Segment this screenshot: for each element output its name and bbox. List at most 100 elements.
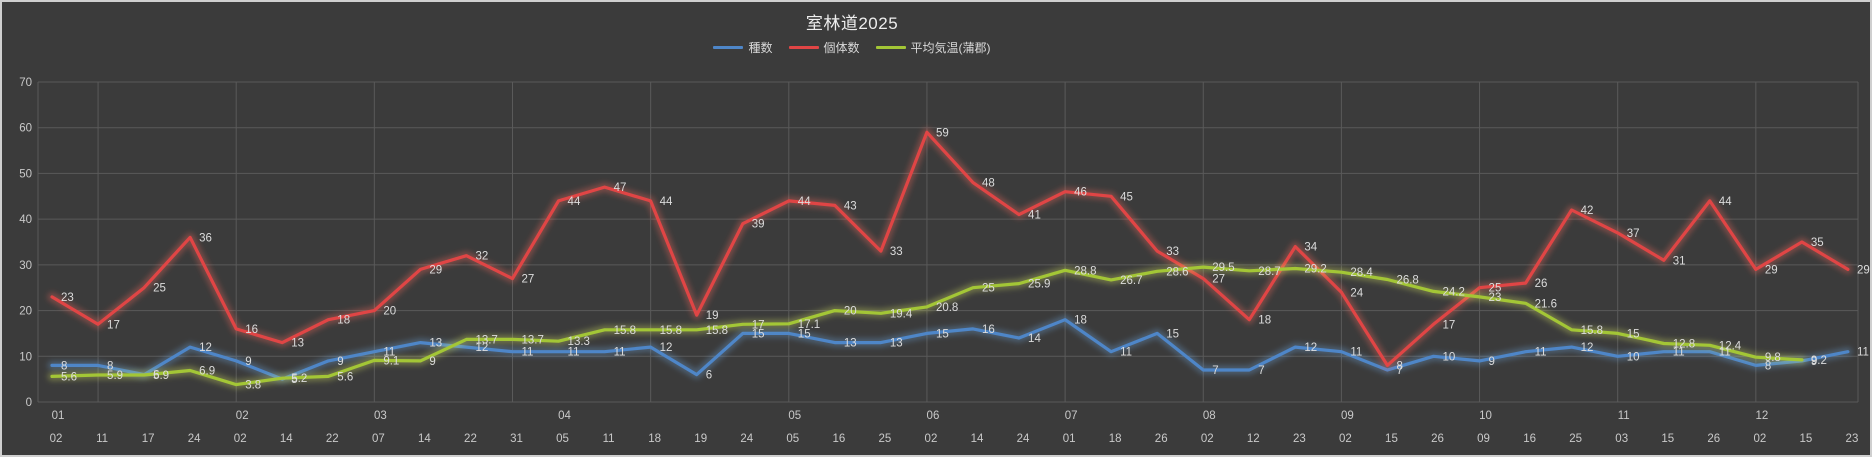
x-axis-month-label: 08: [1203, 410, 1216, 422]
data-label-種数: 11: [383, 347, 395, 359]
data-label-個体数: 34: [1304, 242, 1317, 254]
x-axis-month-label: 04: [558, 410, 571, 422]
legend-label-species: 種数: [748, 41, 773, 55]
chart-title: 室林道2025: [805, 14, 899, 33]
x-axis-month-label: 05: [788, 410, 801, 422]
x-axis-day-label: 26: [1431, 433, 1444, 445]
x-axis-day-label: 02: [925, 433, 938, 445]
legend-item-species[interactable]: 種数: [713, 39, 773, 56]
data-label-個体数: 18: [1258, 315, 1271, 327]
data-label-個体数: 13: [291, 338, 304, 350]
x-axis-day-label: 02: [1201, 433, 1214, 445]
legend-item-individuals[interactable]: 個体数: [788, 39, 860, 56]
data-label-平均気温(蒲郡): 15.8: [706, 325, 728, 337]
data-label-個体数: 19: [706, 310, 719, 322]
x-axis-day-label: 07: [372, 433, 385, 445]
x-axis-day-label: 01: [1063, 433, 1076, 445]
x-axis-day-label: 26: [1707, 433, 1720, 445]
series-line-0[interactable]: [50, 318, 1850, 381]
x-axis-day-label: 24: [740, 433, 753, 445]
data-label-個体数: 45: [1120, 191, 1133, 203]
data-label-種数: 8: [61, 360, 67, 372]
data-label-個体数: 44: [798, 196, 811, 208]
x-axis-day-label: 15: [1661, 433, 1674, 445]
y-axis-tick-60: 60: [19, 123, 32, 135]
data-label-平均気温(蒲郡): 9.8: [1765, 352, 1781, 364]
data-label-平均気温(蒲郡): 9.1: [383, 355, 399, 367]
data-label-平均気温(蒲郡): 23: [1489, 292, 1502, 304]
data-label-種数: 11: [1120, 347, 1132, 359]
y-axis-tick-20: 20: [19, 306, 32, 318]
data-label-個体数: 32: [475, 251, 488, 263]
data-label-平均気温(蒲郡): 5.6: [61, 371, 77, 383]
data-label-種数: 6: [153, 370, 159, 382]
data-label-種数: 11: [1350, 347, 1362, 359]
chart-legend: 種数 個体数 平均気温(蒲郡): [2, 39, 1702, 56]
data-label-種数: 8: [1765, 360, 1771, 372]
data-label-種数: 12: [199, 342, 212, 354]
data-label-平均気温(蒲郡): 26.8: [1396, 274, 1418, 286]
data-label-個体数: 29: [429, 264, 442, 276]
x-axis-day-label: 15: [1385, 433, 1398, 445]
data-label-個体数: 37: [1627, 228, 1640, 240]
data-label-種数: 13: [429, 338, 442, 350]
x-axis-day-label: 02: [1753, 433, 1766, 445]
data-label-平均気温(蒲郡): 13.3: [568, 336, 590, 348]
data-label-平均気温(蒲郡): 25.9: [1028, 279, 1050, 291]
data-label-種数: 6: [706, 370, 712, 382]
x-axis-day-label: 02: [234, 433, 247, 445]
data-label-種数: 15: [1166, 328, 1179, 340]
series-line-2[interactable]: [50, 265, 1804, 387]
x-axis-month-label: 12: [1755, 410, 1768, 422]
legend-item-avg-temp[interactable]: 平均気温(蒲郡): [875, 39, 991, 56]
data-label-平均気温(蒲郡): 15.8: [614, 325, 636, 337]
data-label-種数: 15: [752, 328, 765, 340]
x-axis-day-label: 11: [603, 433, 615, 445]
data-label-平均気温(蒲郡): 28.6: [1166, 266, 1188, 278]
data-label-平均気温(蒲郡): 25: [982, 283, 995, 295]
data-label-個体数: 44: [568, 196, 581, 208]
data-label-平均気温(蒲郡): 13.7: [475, 334, 497, 346]
data-label-個体数: 44: [1719, 196, 1732, 208]
data-label-個体数: 16: [245, 324, 258, 336]
data-label-平均気温(蒲郡): 13.7: [522, 334, 544, 346]
x-axis-day-label: 02: [1339, 433, 1352, 445]
data-label-平均気温(蒲郡): 9.2: [1811, 355, 1827, 367]
data-label-個体数: 48: [982, 178, 995, 190]
data-label-種数: 7: [1396, 365, 1402, 377]
x-axis-month-label: 11: [1618, 410, 1630, 422]
series-line-1[interactable]: [50, 130, 1850, 367]
data-label-個体数: 39: [752, 219, 765, 231]
data-label-個体数: 47: [614, 182, 627, 194]
data-label-平均気温(蒲郡): 19.4: [890, 308, 913, 320]
data-label-個体数: 44: [660, 196, 673, 208]
legend-label-avg-temp: 平均気温(蒲郡): [910, 41, 991, 55]
legend-line-swatch-species-icon: [713, 46, 744, 49]
x-axis-month-label: 10: [1479, 410, 1492, 422]
data-label-平均気温(蒲郡): 5.9: [153, 370, 169, 382]
x-axis-day-label: 23: [1846, 433, 1859, 445]
x-axis-day-label: 12: [1247, 433, 1260, 445]
data-label-個体数: 41: [1028, 210, 1041, 222]
data-label-平均気温(蒲郡): 29.5: [1212, 262, 1234, 274]
data-label-平均気温(蒲郡): 3.8: [245, 380, 261, 392]
data-label-個体数: 27: [522, 274, 535, 286]
data-label-種数: 18: [1074, 315, 1087, 327]
x-axis-day-label: 05: [786, 433, 799, 445]
x-axis-day-label: 17: [142, 433, 155, 445]
data-label-平均気温(蒲郡): 20: [844, 306, 857, 318]
x-axis-day-label: 14: [971, 433, 984, 445]
data-label-個体数: 26: [1535, 278, 1548, 290]
data-label-個体数: 23: [61, 292, 74, 304]
data-label-種数: 11: [1535, 347, 1547, 359]
x-axis-day-label: 03: [1615, 433, 1628, 445]
data-label-種数: 12: [1304, 342, 1317, 354]
data-label-種数: 11: [1719, 347, 1731, 359]
data-label-個体数: 33: [890, 246, 903, 258]
data-label-種数: 9: [337, 356, 343, 368]
data-label-平均気温(蒲郡): 15.8: [1581, 325, 1603, 337]
data-label-種数: 16: [982, 324, 995, 336]
data-label-平均気温(蒲郡): 15.8: [660, 325, 682, 337]
y-axis-tick-10: 10: [19, 351, 32, 363]
